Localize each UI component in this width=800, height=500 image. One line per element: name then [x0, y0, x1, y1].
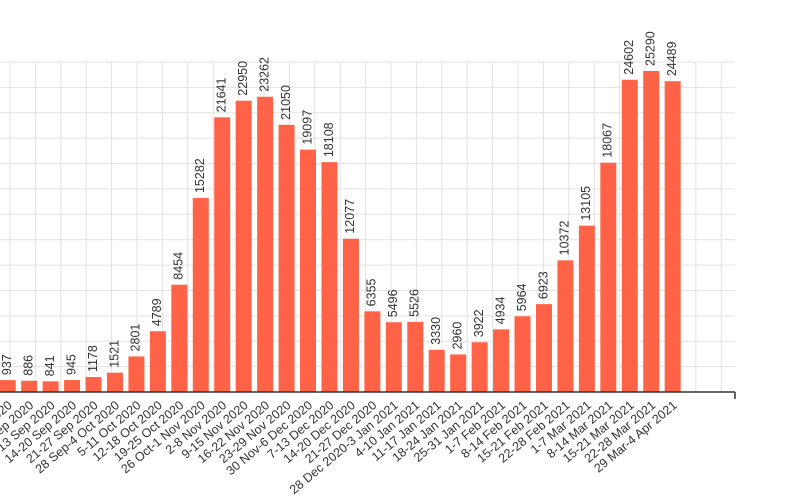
- bar: [214, 117, 231, 392]
- bar: [407, 321, 424, 392]
- bar: [300, 149, 317, 392]
- bar: [621, 79, 638, 393]
- value-label: 945: [64, 354, 78, 375]
- value-label: 841: [43, 355, 57, 376]
- value-label: 24489: [665, 41, 679, 76]
- value-label: 21641: [215, 78, 229, 113]
- value-label: 22950: [236, 61, 250, 96]
- value-label: 937: [0, 354, 14, 375]
- bar: [342, 238, 359, 392]
- bar: [471, 342, 488, 392]
- value-label: 18108: [322, 122, 336, 157]
- value-label: 15282: [193, 158, 207, 193]
- value-label: 8454: [172, 252, 186, 280]
- value-label: 4934: [493, 297, 507, 325]
- bar: [450, 354, 467, 392]
- value-label: 4789: [150, 298, 164, 326]
- value-label: 1178: [86, 345, 100, 372]
- value-label: 19097: [300, 110, 314, 145]
- bar: [385, 322, 402, 392]
- value-label: 18067: [601, 123, 615, 158]
- bar: [42, 381, 59, 392]
- value-label: 12077: [343, 199, 357, 234]
- bar: [643, 71, 660, 392]
- value-label: 5964: [515, 283, 529, 311]
- bar: [149, 331, 166, 392]
- bar: [364, 311, 381, 392]
- bar: [106, 372, 123, 392]
- value-label: 25290: [644, 31, 658, 66]
- value-label: 2960: [450, 322, 464, 350]
- value-label: 3922: [472, 309, 486, 337]
- bar: [578, 225, 595, 392]
- value-label: 6923: [536, 271, 550, 299]
- bar: [192, 198, 209, 392]
- value-label: 21050: [279, 85, 293, 120]
- value-label: 6355: [365, 278, 379, 306]
- value-label: 886: [21, 355, 35, 376]
- value-label: 10372: [558, 221, 572, 256]
- value-label: 24602: [622, 40, 636, 75]
- bar: [557, 260, 574, 392]
- bar: [514, 316, 531, 392]
- value-label: 13105: [579, 186, 593, 221]
- bar: [64, 380, 81, 392]
- value-label: 23262: [257, 57, 271, 92]
- bar: [0, 380, 16, 392]
- bar: [21, 380, 38, 392]
- bar: [600, 162, 617, 392]
- bar: [428, 349, 445, 392]
- value-label: 5526: [408, 289, 422, 317]
- value-label: 1521: [107, 340, 121, 368]
- bar: [664, 81, 681, 393]
- value-label: 2801: [129, 324, 143, 352]
- bar: [535, 304, 552, 392]
- value-label: 3330: [429, 317, 443, 345]
- bar: [85, 377, 102, 392]
- bar: [278, 124, 295, 393]
- bar: [171, 284, 188, 392]
- bar: [235, 100, 252, 392]
- bar: [493, 329, 510, 392]
- bar: [321, 162, 338, 392]
- value-label: 5496: [386, 289, 400, 317]
- bar: [128, 356, 145, 392]
- bar: [257, 96, 274, 393]
